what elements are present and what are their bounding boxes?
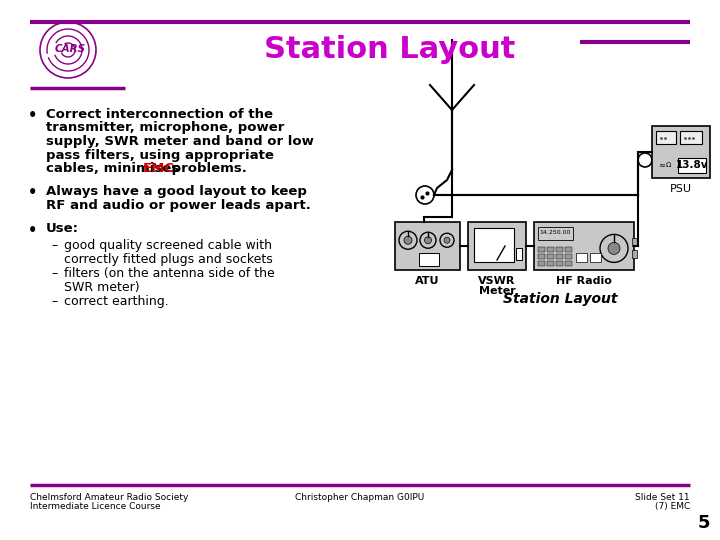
Text: Always have a good layout to keep: Always have a good layout to keep: [46, 186, 307, 199]
Text: Correct interconnection of the: Correct interconnection of the: [46, 108, 273, 121]
Text: correct earthing.: correct earthing.: [64, 295, 168, 308]
Circle shape: [444, 237, 450, 243]
FancyBboxPatch shape: [547, 247, 554, 252]
Text: VSWR: VSWR: [478, 276, 516, 286]
FancyBboxPatch shape: [556, 247, 563, 252]
Text: –: –: [51, 267, 58, 280]
FancyBboxPatch shape: [419, 253, 439, 266]
FancyBboxPatch shape: [538, 254, 545, 259]
FancyBboxPatch shape: [656, 131, 676, 144]
FancyBboxPatch shape: [632, 250, 637, 258]
Text: Ω: Ω: [666, 162, 671, 168]
Text: Use:: Use:: [46, 222, 79, 235]
FancyBboxPatch shape: [534, 222, 634, 270]
Text: supply, SWR meter and band or low: supply, SWR meter and band or low: [46, 135, 314, 148]
Circle shape: [608, 242, 620, 254]
FancyBboxPatch shape: [565, 247, 572, 252]
FancyBboxPatch shape: [576, 253, 587, 262]
FancyBboxPatch shape: [538, 261, 545, 266]
Text: SWR meter): SWR meter): [64, 280, 140, 294]
Text: RF and audio or power leads apart.: RF and audio or power leads apart.: [46, 199, 311, 212]
FancyBboxPatch shape: [474, 228, 514, 262]
Text: PSU: PSU: [670, 184, 692, 194]
Text: •: •: [28, 186, 37, 200]
Text: •: •: [28, 222, 37, 238]
Text: cables, minimises: cables, minimises: [46, 162, 184, 175]
Text: Chelmsford Amateur Radio Society: Chelmsford Amateur Radio Society: [30, 493, 189, 502]
FancyBboxPatch shape: [538, 247, 545, 252]
Text: –: –: [51, 295, 58, 308]
FancyBboxPatch shape: [652, 126, 710, 178]
Text: HF Radio: HF Radio: [556, 276, 612, 286]
FancyBboxPatch shape: [516, 248, 522, 260]
Text: •: •: [28, 108, 37, 123]
Circle shape: [404, 236, 412, 244]
Text: Meter: Meter: [479, 286, 516, 296]
Text: –: –: [51, 240, 58, 253]
FancyBboxPatch shape: [547, 254, 554, 259]
Text: Station Layout: Station Layout: [503, 292, 617, 306]
Text: (7) EMC: (7) EMC: [654, 502, 690, 511]
Text: Slide Set 11: Slide Set 11: [635, 493, 690, 502]
Text: EMC: EMC: [143, 162, 175, 175]
Text: 5: 5: [698, 514, 710, 532]
Text: CARS: CARS: [55, 44, 86, 54]
FancyBboxPatch shape: [678, 158, 706, 173]
Text: filters (on the antenna side of the: filters (on the antenna side of the: [64, 267, 275, 280]
FancyBboxPatch shape: [590, 253, 601, 262]
Text: 14.250.00: 14.250.00: [539, 231, 571, 235]
FancyBboxPatch shape: [468, 222, 526, 270]
FancyBboxPatch shape: [547, 261, 554, 266]
Text: transmitter, microphone, power: transmitter, microphone, power: [46, 122, 284, 134]
Text: pass filters, using appropriate: pass filters, using appropriate: [46, 148, 274, 161]
FancyBboxPatch shape: [680, 131, 702, 144]
Text: ATU: ATU: [415, 276, 440, 286]
Text: ≈: ≈: [658, 160, 665, 170]
FancyBboxPatch shape: [556, 261, 563, 266]
Circle shape: [425, 237, 431, 244]
FancyBboxPatch shape: [565, 254, 572, 259]
Text: Christopher Chapman G0IPU: Christopher Chapman G0IPU: [295, 493, 425, 502]
FancyBboxPatch shape: [632, 238, 637, 246]
FancyBboxPatch shape: [565, 261, 572, 266]
FancyBboxPatch shape: [538, 227, 573, 240]
Text: Intermediate Licence Course: Intermediate Licence Course: [30, 502, 161, 511]
Text: good quality screened cable with: good quality screened cable with: [64, 240, 272, 253]
Text: correctly fitted plugs and sockets: correctly fitted plugs and sockets: [64, 253, 273, 266]
FancyBboxPatch shape: [395, 222, 460, 270]
Text: problems.: problems.: [167, 162, 247, 175]
Text: Station Layout: Station Layout: [264, 36, 516, 64]
FancyBboxPatch shape: [556, 254, 563, 259]
Text: 13.8v: 13.8v: [676, 160, 708, 171]
